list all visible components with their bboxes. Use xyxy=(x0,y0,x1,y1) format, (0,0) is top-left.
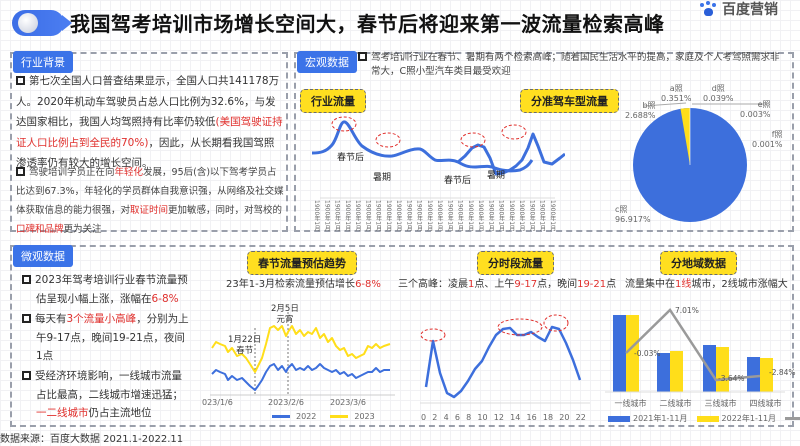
legend-swatch-2022 xyxy=(272,415,290,418)
pie-label-b: b照 2.688% xyxy=(625,101,656,120)
macro-data-panel xyxy=(294,52,794,232)
industry-bullet-2: 驾驶培训学员正在向年轻化发展，95后(含)以下驾考学员占比达到67.3%，年轻化… xyxy=(16,167,284,235)
peak-circle xyxy=(497,318,543,336)
data-source: 数据来源：百度大数据 2021.1-2022.11 xyxy=(0,434,184,445)
yoy-label-tier4: -2.84% xyxy=(769,368,796,377)
annotation-spring-1: 春节后 xyxy=(337,153,365,163)
regional-legend: 2021年1-11月 2022年1-11月 同比 xyxy=(608,413,800,424)
legend-swatch-yoy xyxy=(785,417,800,420)
logo-text: 百度营销 xyxy=(722,2,778,18)
checkbox-bullet-icon xyxy=(22,371,31,380)
regional-data-label: 分地域数据 xyxy=(660,251,737,275)
pie-label-c: c照 96.917% xyxy=(615,205,651,224)
bar-tier1-2021 xyxy=(613,315,626,392)
bar-tier4-2022 xyxy=(760,358,773,392)
industry-background-panel xyxy=(10,52,288,232)
x-tick-1: 023/1/6 xyxy=(202,398,233,407)
peak-circle xyxy=(375,132,401,148)
yoy-label-tier3: -3.64% xyxy=(718,374,745,383)
page-title: 我国驾考培训市场增长空间大，春节后将迎来第一波流量检索高峰 xyxy=(70,12,665,36)
spring-trend-legend: 2022 2023 xyxy=(272,412,375,421)
micro-data-tag: 微观数据 xyxy=(13,245,73,267)
peak-circle xyxy=(331,116,357,132)
hourly-flow-line xyxy=(424,325,582,399)
yoy-label-tier2: 7.01% xyxy=(675,306,699,315)
peak-circle xyxy=(501,124,527,140)
yoy-label-tier1: -0.03% xyxy=(634,349,661,358)
industry-flow-line-tail xyxy=(457,132,565,176)
x-tick-3: 2023/3/6 xyxy=(330,398,366,407)
micro-bullet-2: 每天有3个流量小高峰，分别为上午9-17点，晚间19-21点，夜间1点 xyxy=(22,310,190,366)
micro-bullet-3: 受经济环境影响，一线城市流量占比最高，二线城市增速迅猛；一二线城市仍占主流地位 xyxy=(22,367,190,423)
legend-swatch-2023 xyxy=(330,415,349,418)
x-tick-2: 2023/2/6 xyxy=(268,398,304,407)
hourly-flow-label: 分时段流量 xyxy=(477,251,554,275)
annotation-summer-2: 暑期 xyxy=(487,171,506,181)
annotation-spring-2: 春节后 xyxy=(444,176,472,186)
hourly-flow-chart xyxy=(420,314,590,404)
yoy-line xyxy=(625,308,761,382)
bar-tier3-2022 xyxy=(716,347,729,392)
pie-label-a: a照 0.351% xyxy=(661,84,692,103)
checkbox-bullet-icon xyxy=(16,76,25,85)
bar-tier1-2022 xyxy=(626,315,639,392)
bar-tier2-2022 xyxy=(670,351,683,392)
annotation-spring-festival: 1月22日 春节 xyxy=(228,335,262,356)
baidu-marketing-logo: 百度营销 xyxy=(700,0,778,18)
industry-background-tag: 行业背景 xyxy=(13,51,73,73)
annotation-summer-1: 暑期 xyxy=(373,173,392,183)
checkbox-bullet-icon xyxy=(16,167,25,176)
peak-circle xyxy=(460,132,486,148)
hourly-x-axis: 0 2 4 6 8 10 12 14 16 18 20 22 xyxy=(421,413,586,422)
checkbox-bullet-icon xyxy=(22,275,31,284)
industry-flow-x-axis: 1900年1月 1900年1月 1900年1月 1900年1月 1900年1月 … xyxy=(313,200,556,232)
series-2023-line xyxy=(211,325,391,373)
spring-trend-subtitle: 23年1-3月检索流量预估增长6-8% xyxy=(226,279,381,290)
industry-flow-chart xyxy=(311,116,565,199)
regional-data-subtitle: 流量集中在1线城市，2线城市涨幅大 xyxy=(625,279,788,290)
bar-tier4-2021 xyxy=(747,357,760,392)
checkbox-bullet-icon xyxy=(22,314,31,323)
spring-trend-chart xyxy=(210,312,395,396)
checkbox-bullet-icon xyxy=(358,52,367,61)
pie-leader-lines xyxy=(643,102,770,107)
baidu-paw-icon xyxy=(700,1,718,17)
license-type-flow-label: 分准驾车型流量 xyxy=(520,89,619,113)
peak-circle xyxy=(420,328,446,342)
pie-slice-b xyxy=(680,108,690,165)
macro-summary: 驾考培训行业在春节、暑期有两个检索高峰；随着国民生活水平的提高，家庭及个人考驾照… xyxy=(358,51,788,79)
annotation-lantern-festival: 2月5日 元宵 xyxy=(271,304,299,325)
license-type-pie-chart xyxy=(633,108,747,222)
industry-bullet-1: 第七次全国人口普查结果显示，全国人口共141178万人。2020年机动车驾驶员占… xyxy=(16,75,283,169)
macro-data-tag: 宏观数据 xyxy=(297,51,357,73)
pie-label-d: d照 0.039% xyxy=(703,84,734,103)
bar-tier2-2021 xyxy=(657,353,670,392)
pie-label-f: f照 0.001% xyxy=(752,130,783,149)
legend-swatch-2022 xyxy=(696,415,719,422)
micro-data-panel xyxy=(10,245,794,427)
title-ball-icon xyxy=(18,13,38,33)
regional-bar-chart xyxy=(605,308,785,393)
legend-swatch-2021 xyxy=(608,415,630,422)
hourly-flow-subtitle: 三个高峰：凌晨1点、上午9-17点，晚间19-21点 xyxy=(398,279,617,290)
pie-label-e: e照 0.003% xyxy=(740,100,771,119)
series-2022-line xyxy=(211,363,390,391)
regional-x-axis: 一线城市 二线城市 三线城市 四线城市 xyxy=(614,399,782,408)
micro-bullet-1: 2023年驾考培训行业春节流量预估呈现小幅上涨，涨幅在6-8% xyxy=(22,271,190,308)
peak-circle xyxy=(543,314,569,332)
spring-trend-label: 春节流量预估趋势 xyxy=(247,251,357,275)
industry-flow-label: 行业流量 xyxy=(300,89,366,113)
industry-flow-line-part xyxy=(311,120,534,173)
